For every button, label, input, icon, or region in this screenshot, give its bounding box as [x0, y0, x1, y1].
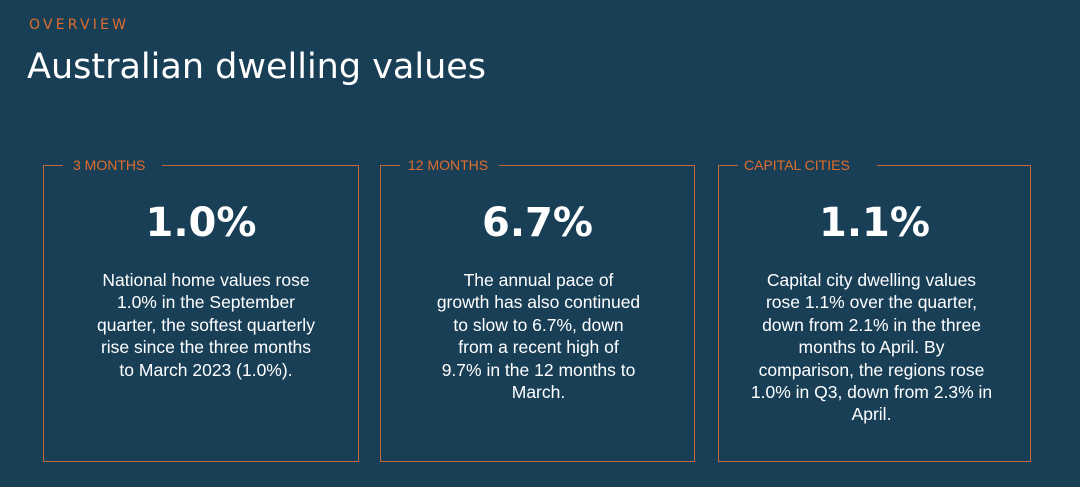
card-border-top-right: [877, 165, 1031, 166]
stat-card-3-months: 3 MONTHS 1.0% National home values rose …: [43, 157, 359, 462]
card-value: 6.7%: [482, 200, 593, 246]
card-description: The annual pace of growth has also conti…: [436, 270, 641, 403]
stat-card-capital-cities: CAPITAL CITIES 1.1% Capital city dwellin…: [718, 157, 1031, 462]
card-border-top-left: [43, 165, 63, 166]
card-border-top-right: [499, 165, 695, 166]
card-border-top-right: [162, 165, 359, 166]
card-label: CAPITAL CITIES: [744, 157, 850, 173]
card-description: Capital city dwelling values rose 1.1% o…: [750, 270, 993, 425]
stat-card-12-months: 12 MONTHS 6.7% The annual pace of growth…: [380, 157, 695, 462]
card-label: 3 MONTHS: [73, 157, 146, 173]
card-border-top-left: [380, 165, 400, 166]
page-title: Australian dwelling values: [27, 47, 487, 87]
section-eyebrow: OVERVIEW: [29, 17, 130, 33]
card-border-top-left: [718, 165, 738, 166]
card-label: 12 MONTHS: [408, 157, 489, 173]
card-description: National home values rose 1.0% in the Se…: [97, 270, 315, 380]
card-value: 1.1%: [819, 200, 930, 246]
card-value: 1.0%: [145, 200, 257, 246]
